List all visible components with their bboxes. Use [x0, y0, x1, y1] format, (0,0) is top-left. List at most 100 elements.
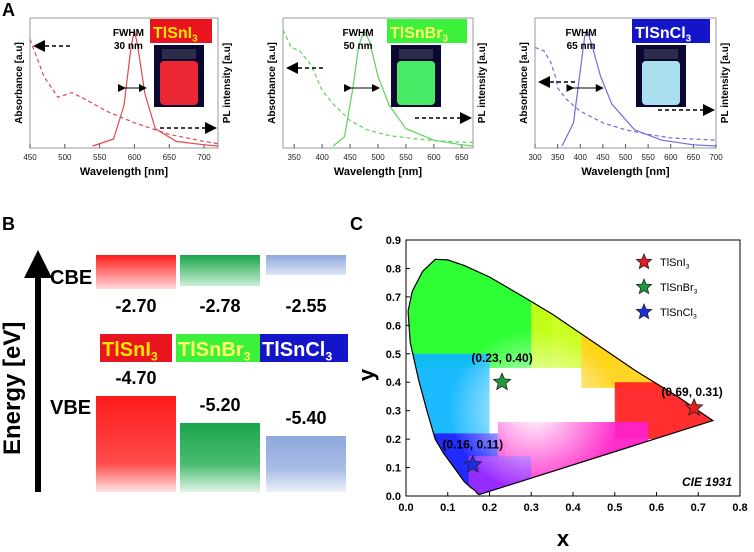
- data-point-label: (0.23, 0.40): [471, 351, 532, 365]
- compound-tag-label: TlSnCl3: [635, 25, 692, 45]
- x-tick-label: 500: [619, 153, 633, 162]
- energy-levels: -2.70 TlSnI3 -4.70 -2.78 TlSnBr3 -5.20 -2.55 Tl…: [96, 255, 348, 492]
- compound-tag: [632, 19, 710, 43]
- spectrum-panel-2: 350 400 450 500 550 600 650 Wavelength [nm] Abso…: [267, 17, 488, 178]
- x-tick-label: 600: [664, 153, 678, 162]
- y-tick-label: 0.4: [386, 377, 402, 389]
- vial-glow: [160, 61, 198, 105]
- x-tick-label: 500: [371, 153, 385, 162]
- x-tick-label: 400: [574, 153, 588, 162]
- x-tick-label: 550: [641, 153, 655, 162]
- fwhm-label: FWHM: [342, 28, 373, 39]
- x-axis-label: Wavelength [nm]: [334, 166, 423, 178]
- vbe-bar: [180, 423, 260, 492]
- compound-tag-label: TlSnBr3: [178, 339, 251, 363]
- cie-locus-outline: [407, 258, 715, 496]
- cbe-label: CBE: [50, 267, 92, 289]
- y-axis-label-right: PL intensity [a.u]: [477, 43, 488, 123]
- x-tick-label: 0.7: [691, 502, 706, 514]
- panel-label-b: B: [2, 214, 15, 234]
- cbe-bar: [180, 255, 260, 286]
- vbe-label: VBE: [50, 397, 91, 419]
- y-tick-label: 0.3: [386, 406, 401, 418]
- x-tick-label: 0.6: [649, 502, 664, 514]
- x-tick-label: 450: [23, 153, 37, 162]
- compound-tag: [176, 334, 264, 362]
- spectrum-panel-3: 300 350 400 450 500 550 600 650 700 Wavelength [n…: [519, 17, 731, 178]
- energy-axis-label: Energy [eV]: [0, 322, 26, 455]
- cbe-value: -2.70: [115, 296, 156, 316]
- vbe-value: -5.40: [285, 408, 326, 428]
- cie-annotation: CIE 1931: [682, 475, 732, 489]
- x-tick-label: 550: [93, 153, 107, 162]
- x-tick-label: 500: [58, 153, 72, 162]
- compound-tag-label: TlSnI3: [102, 339, 158, 363]
- absorbance-curve: [29, 39, 219, 145]
- y-axis-label: y: [354, 368, 379, 381]
- x-tick-label: 650: [163, 153, 177, 162]
- compound-tag: [100, 334, 172, 362]
- pl-curve: [92, 29, 219, 147]
- legend-star: [635, 277, 653, 295]
- panel-label-c: C: [350, 214, 363, 234]
- x-tick-label: 0.2: [482, 502, 497, 514]
- legend-star: [635, 302, 653, 320]
- fwhm-label: FWHM: [113, 28, 144, 39]
- absorbance-curve: [282, 29, 474, 144]
- compound-tag: [150, 19, 212, 43]
- y-tick-label: 0.7: [386, 292, 401, 304]
- y-axis-label-right: PL intensity [a.u]: [720, 43, 731, 123]
- y-tick-label: 0.8: [386, 263, 401, 275]
- legend-label: TlSnI3: [660, 257, 690, 270]
- absorbance-curve: [534, 46, 717, 141]
- legend-label: TlSnBr3: [660, 282, 698, 295]
- cie-point-3: (0.16, 0.11) TlSnCl3: [442, 302, 697, 473]
- x-tick-label: 450: [343, 153, 357, 162]
- x-tick-label: 700: [709, 153, 723, 162]
- y-axis-label-left: Absorbance [a.u]: [267, 42, 278, 124]
- vial-cap: [644, 49, 678, 59]
- legend-star: [635, 252, 653, 270]
- fwhm-value: 50 nm: [344, 41, 373, 52]
- y-tick-label: 0.9: [386, 235, 401, 247]
- cie-white-point: [448, 312, 639, 493]
- fwhm-value: 65 nm: [567, 41, 596, 52]
- data-point-star: [684, 397, 704, 416]
- compound-tag-label: TlSnI3: [153, 25, 198, 45]
- x-tick-label: 350: [551, 153, 565, 162]
- y-axis-label-left: Absorbance [a.u]: [519, 42, 530, 124]
- vbe-bar: [96, 396, 176, 492]
- compound-tag: [260, 334, 348, 362]
- x-tick-label: 350: [287, 153, 301, 162]
- compound-tag-label: TlSnCl3: [262, 339, 332, 363]
- cbe-bar: [266, 255, 346, 275]
- vbe-value: -4.70: [115, 368, 156, 388]
- x-tick-label: 700: [197, 153, 211, 162]
- cbe-value: -2.78: [199, 296, 240, 316]
- y-tick-label: 0.2: [386, 434, 401, 446]
- x-tick-label: 650: [455, 153, 469, 162]
- vial-glow: [397, 61, 435, 105]
- x-tick-label: 0.1: [440, 502, 455, 514]
- x-tick-label: 300: [528, 153, 542, 162]
- y-tick-label: 0.6: [386, 320, 401, 332]
- vbe-value: -5.20: [199, 395, 240, 415]
- cie-chart: 0.0 0.1 0.2 0.3 0.4 0.5 0.6 0.7 0.8 0.0 0.1 0.2 0.3 0…: [354, 235, 748, 551]
- x-axis-label: x: [557, 526, 570, 551]
- vial-cap: [162, 49, 196, 59]
- energy-column-3: -2.55 TlSnCl3 -5.40: [260, 255, 348, 492]
- data-point-star: [492, 372, 512, 391]
- energy-column-1: -2.70 TlSnI3 -4.70: [96, 255, 176, 492]
- pl-curve: [561, 28, 717, 147]
- x-tick-label: 0.8: [732, 502, 747, 514]
- cbe-value: -2.55: [285, 296, 326, 316]
- x-tick-label: 400: [315, 153, 329, 162]
- data-point-label: (0.16, 0.11): [442, 438, 503, 452]
- y-axis-label-left: Absorbance [a.u]: [14, 42, 25, 124]
- x-tick-label: 600: [128, 153, 142, 162]
- y-tick-label: 0.1: [386, 463, 401, 475]
- compound-tag: [387, 19, 467, 43]
- y-tick-label: 0.0: [386, 491, 401, 503]
- data-point-star: [463, 454, 483, 473]
